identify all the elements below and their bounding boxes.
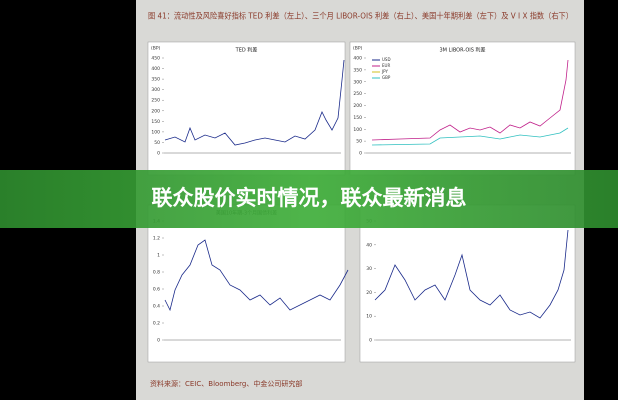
y-tick-label: 300 (353, 79, 362, 85)
line (164, 59, 345, 146)
y-tick-label: 200 (353, 103, 362, 109)
doc-title-1: 图 41：流动性及风险喜好指标 TED 利差（左上）、三个月 LIBOR-OIS… (148, 11, 573, 21)
y-tick-label: 50 (356, 139, 362, 145)
source-note: 资料来源：CEIC、Bloomberg、中金公司研究部 (150, 379, 302, 388)
y-tick-label: 1.2 (153, 236, 160, 242)
legend-label: USD (382, 57, 391, 62)
y-tick-label: 350 (151, 77, 160, 83)
legend-label: EUR (382, 63, 390, 68)
chart-title: TED 利差 (235, 47, 258, 54)
y-tick-label: 100 (151, 129, 160, 135)
y-tick-label: 250 (151, 98, 160, 104)
chart-title: 3M LIBOR-OIS 利差 (439, 47, 485, 54)
legend-label: GBP (382, 75, 391, 80)
y-tick-label: 30 (366, 266, 372, 272)
chart-panel (147, 41, 346, 176)
y-tick-label: 0 (359, 151, 362, 157)
banner-text: 联众股价实时情况，联众最新消息 (152, 186, 467, 210)
chart-panel (359, 204, 576, 363)
y-tick-label: 450 (151, 56, 160, 62)
line (164, 239, 349, 312)
y-tick-label: 10 (366, 314, 372, 320)
y-tick-label: 100 (353, 127, 362, 133)
y-tick-label: 400 (353, 56, 362, 62)
y-tick-label: 0.2 (153, 321, 160, 327)
banner (0, 170, 618, 228)
y-tick-label: 300 (151, 87, 160, 93)
y-tick-label: 0 (369, 338, 372, 344)
y-tick-label: 1 (157, 253, 160, 259)
y-tick-label: 150 (353, 115, 362, 121)
y-tick-label: 0.6 (153, 287, 160, 293)
y-tick-label: 50 (154, 140, 160, 146)
y-tick-label: 0 (157, 151, 160, 157)
y-tick-label: 250 (353, 91, 362, 97)
y-tick-label: 20 (366, 290, 372, 296)
y-tick-label: 0.4 (153, 304, 160, 310)
line (371, 127, 569, 146)
y-tick-label: 400 (151, 66, 160, 72)
line (374, 229, 569, 319)
unit-label: (BP) (353, 46, 363, 52)
unit-label: (BP) (151, 46, 161, 52)
y-tick-label: 150 (151, 119, 160, 125)
line (371, 59, 569, 141)
legend-label: JPY (381, 69, 389, 74)
y-tick-label: 0 (157, 338, 160, 344)
y-tick-label: 200 (151, 108, 160, 114)
y-tick-label: 350 (353, 67, 362, 73)
y-tick-label: 40 (366, 242, 372, 248)
y-tick-label: 0.8 (153, 270, 160, 276)
chart-panel (147, 204, 346, 363)
